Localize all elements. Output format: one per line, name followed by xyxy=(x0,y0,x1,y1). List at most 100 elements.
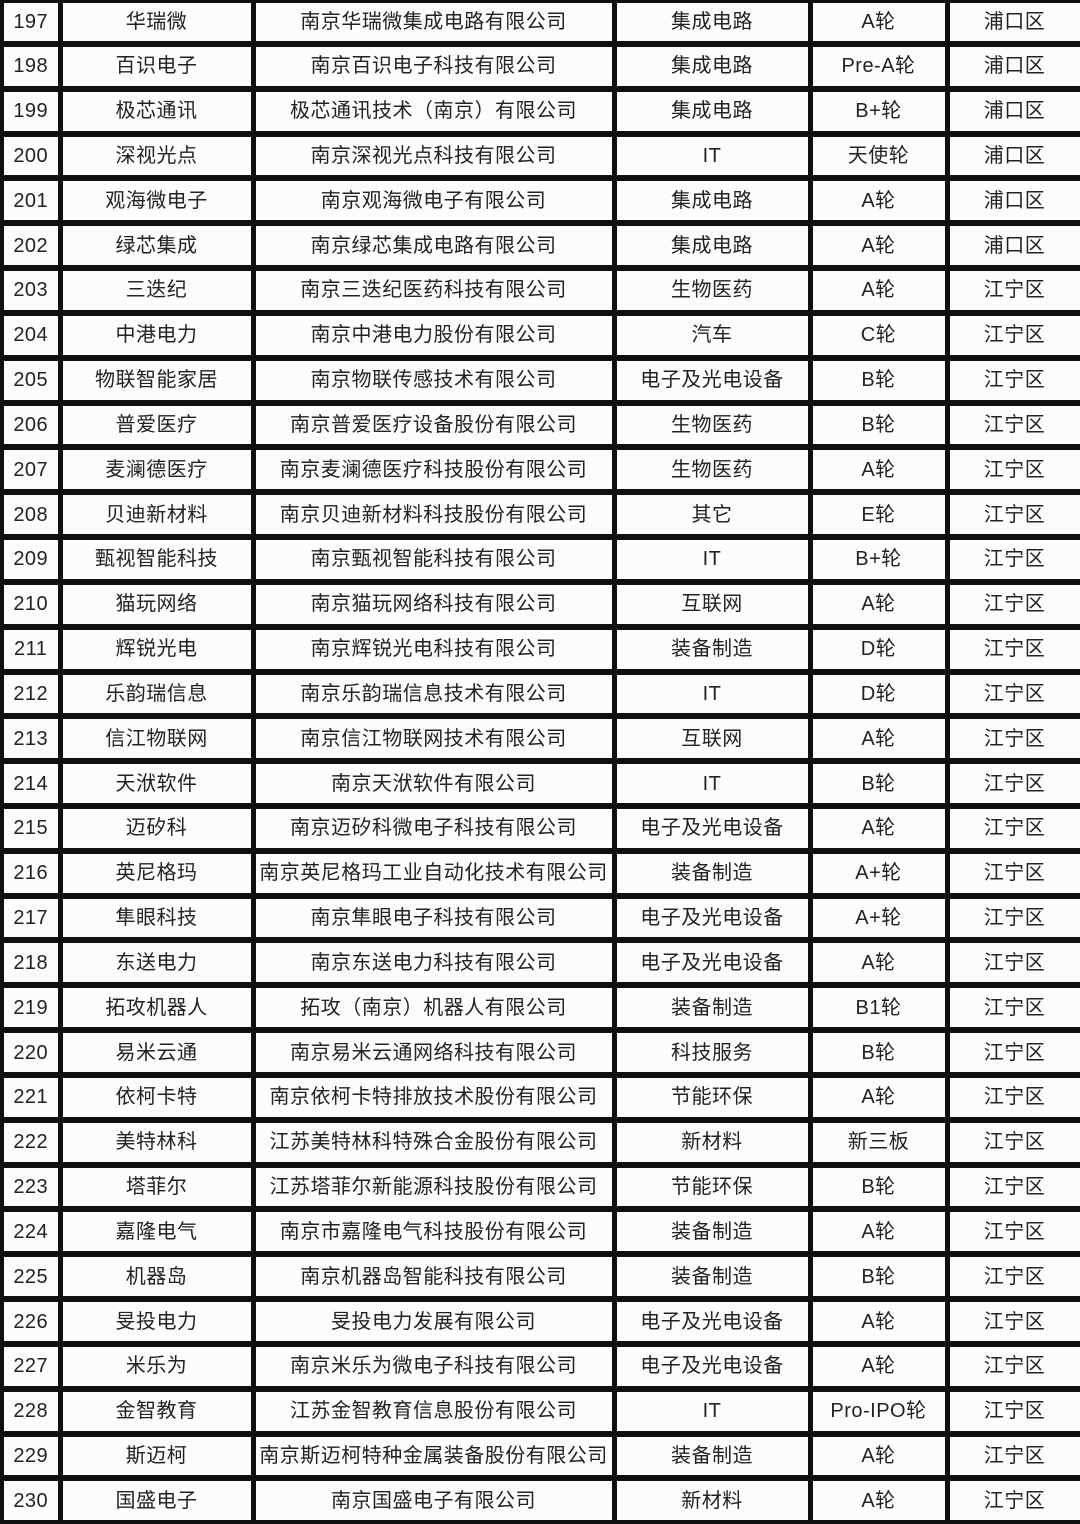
cell-company-full-name: 南京米乐为微电子科技有限公司 xyxy=(250,1340,617,1392)
cell-funding-round: A轮 xyxy=(807,803,950,854)
table-row: 198 百识电子 南京百识电子科技有限公司 集成电路 Pre-A轮 浦口区 xyxy=(0,40,1080,92)
cell-company-full-name: 南京猫玩网络科技有限公司 xyxy=(250,578,617,630)
cell-funding-round: A轮 xyxy=(807,1475,950,1524)
cell-row-number: 226 xyxy=(0,1296,63,1347)
cell-funding-round: A+轮 xyxy=(807,847,950,899)
table-row: 215 迈矽科 南京迈矽科微电子科技有限公司 电子及光电设备 A轮 江宁区 xyxy=(0,803,1080,854)
cell-district: 江宁区 xyxy=(944,1116,1080,1168)
cell-company-short-name: 普爱医疗 xyxy=(57,399,256,451)
table-row: 211 辉锐光电 南京辉锐光电科技有限公司 装备制造 D轮 江宁区 xyxy=(0,623,1080,675)
cell-row-number: 206 xyxy=(0,399,63,451)
cell-row-number: 204 xyxy=(0,309,63,361)
cell-funding-round: A轮 xyxy=(807,265,950,316)
table-row: 216 英尼格玛 南京英尼格玛工业自动化技术有限公司 装备制造 A+轮 江宁区 xyxy=(0,847,1080,899)
cell-funding-round: A轮 xyxy=(807,937,950,989)
cell-funding-round: 新三板 xyxy=(807,1116,950,1168)
cell-row-number: 200 xyxy=(0,130,63,182)
cell-funding-round: A+轮 xyxy=(807,892,950,944)
cell-row-number: 216 xyxy=(0,847,63,899)
cell-row-number: 197 xyxy=(0,0,63,47)
cell-company-short-name: 物联智能家居 xyxy=(57,354,256,406)
cell-company-short-name: 美特林科 xyxy=(57,1116,256,1168)
cell-industry: 集成电路 xyxy=(611,85,813,137)
cell-industry: 电子及光电设备 xyxy=(611,803,813,854)
cell-industry: 集成电路 xyxy=(611,0,813,47)
cell-company-full-name: 南京观海微电子有限公司 xyxy=(250,175,617,227)
cell-company-short-name: 天洑软件 xyxy=(57,758,256,809)
cell-industry: 装备制造 xyxy=(611,1430,813,1482)
table-row: 209 甄视智能科技 南京甄视智能科技有限公司 IT B+轮 江宁区 xyxy=(0,534,1080,585)
cell-industry: 电子及光电设备 xyxy=(611,354,813,406)
cell-company-short-name: 隼眼科技 xyxy=(57,892,256,944)
cell-district: 江宁区 xyxy=(944,399,1080,451)
table-row: 213 信江物联网 南京信江物联网技术有限公司 互联网 A轮 江宁区 xyxy=(0,713,1080,765)
table-row: 208 贝迪新材料 南京贝迪新材料科技股份有限公司 其它 E轮 江宁区 xyxy=(0,489,1080,541)
cell-company-full-name: 南京市嘉隆电气科技股份有限公司 xyxy=(250,1206,617,1258)
cell-industry: IT xyxy=(611,130,813,182)
cell-funding-round: A轮 xyxy=(807,1071,950,1123)
cell-funding-round: A轮 xyxy=(807,444,950,496)
cell-district: 江宁区 xyxy=(944,265,1080,316)
cell-company-short-name: 甄视智能科技 xyxy=(57,534,256,585)
cell-district: 浦口区 xyxy=(944,40,1080,92)
cell-row-number: 225 xyxy=(0,1251,63,1303)
table-row: 217 隼眼科技 南京隼眼电子科技有限公司 电子及光电设备 A+轮 江宁区 xyxy=(0,892,1080,944)
cell-funding-round: 天使轮 xyxy=(807,130,950,182)
cell-industry: IT xyxy=(611,758,813,809)
table-row: 220 易米云通 南京易米云通网络科技有限公司 科技服务 B轮 江宁区 xyxy=(0,1027,1080,1078)
cell-company-short-name: 易米云通 xyxy=(57,1027,256,1078)
cell-company-short-name: 信江物联网 xyxy=(57,713,256,765)
cell-company-full-name: 南京中港电力股份有限公司 xyxy=(250,309,617,361)
cell-district: 江宁区 xyxy=(944,1206,1080,1258)
cell-row-number: 210 xyxy=(0,578,63,630)
cell-industry: 装备制造 xyxy=(611,847,813,899)
cell-funding-round: B1轮 xyxy=(807,982,950,1034)
cell-district: 江宁区 xyxy=(944,892,1080,944)
cell-district: 江宁区 xyxy=(944,444,1080,496)
cell-company-short-name: 东送电力 xyxy=(57,937,256,989)
cell-funding-round: B轮 xyxy=(807,1251,950,1303)
cell-company-full-name: 南京易米云通网络科技有限公司 xyxy=(250,1027,617,1078)
cell-district: 江宁区 xyxy=(944,1385,1080,1437)
cell-row-number: 224 xyxy=(0,1206,63,1258)
cell-district: 浦口区 xyxy=(944,130,1080,182)
cell-row-number: 221 xyxy=(0,1071,63,1123)
table-row: 227 米乐为 南京米乐为微电子科技有限公司 电子及光电设备 A轮 江宁区 xyxy=(0,1340,1080,1392)
cell-district: 江宁区 xyxy=(944,758,1080,809)
cell-district: 江宁区 xyxy=(944,623,1080,675)
cell-company-short-name: 贝迪新材料 xyxy=(57,489,256,541)
cell-row-number: 214 xyxy=(0,758,63,809)
cell-company-short-name: 三迭纪 xyxy=(57,265,256,316)
table-row: 214 天洑软件 南京天洑软件有限公司 IT B轮 江宁区 xyxy=(0,758,1080,809)
cell-company-short-name: 嘉隆电气 xyxy=(57,1206,256,1258)
cell-industry: 集成电路 xyxy=(611,40,813,92)
cell-funding-round: A轮 xyxy=(807,0,950,47)
cell-row-number: 222 xyxy=(0,1116,63,1168)
table-row: 203 三迭纪 南京三迭纪医药科技有限公司 生物医药 A轮 江宁区 xyxy=(0,265,1080,316)
cell-company-full-name: 南京英尼格玛工业自动化技术有限公司 xyxy=(250,847,617,899)
cell-row-number: 215 xyxy=(0,803,63,854)
cell-industry: 电子及光电设备 xyxy=(611,937,813,989)
cell-district: 江宁区 xyxy=(944,354,1080,406)
cell-industry: 新材料 xyxy=(611,1475,813,1524)
table-row: 219 拓攻机器人 拓攻（南京）机器人有限公司 装备制造 B1轮 江宁区 xyxy=(0,982,1080,1034)
cell-district: 江宁区 xyxy=(944,1251,1080,1303)
table-row: 200 深视光点 南京深视光点科技有限公司 IT 天使轮 浦口区 xyxy=(0,130,1080,182)
table-row: 226 旻投电力 旻投电力发展有限公司 电子及光电设备 A轮 江宁区 xyxy=(0,1296,1080,1347)
cell-company-full-name: 南京麦澜德医疗科技股份有限公司 xyxy=(250,444,617,496)
cell-row-number: 218 xyxy=(0,937,63,989)
cell-industry: 集成电路 xyxy=(611,175,813,227)
cell-district: 江宁区 xyxy=(944,937,1080,989)
cell-company-full-name: 南京信江物联网技术有限公司 xyxy=(250,713,617,765)
table-row: 207 麦澜德医疗 南京麦澜德医疗科技股份有限公司 生物医药 A轮 江宁区 xyxy=(0,444,1080,496)
cell-company-full-name: 南京深视光点科技有限公司 xyxy=(250,130,617,182)
table-row: 206 普爱医疗 南京普爱医疗设备股份有限公司 生物医药 B轮 江宁区 xyxy=(0,399,1080,451)
cell-funding-round: D轮 xyxy=(807,623,950,675)
cell-company-short-name: 百识电子 xyxy=(57,40,256,92)
cell-company-full-name: 极芯通讯技术（南京）有限公司 xyxy=(250,85,617,137)
cell-company-full-name: 南京贝迪新材料科技股份有限公司 xyxy=(250,489,617,541)
cell-company-short-name: 拓攻机器人 xyxy=(57,982,256,1034)
cell-industry: 集成电路 xyxy=(611,220,813,272)
cell-district: 江宁区 xyxy=(944,1340,1080,1392)
